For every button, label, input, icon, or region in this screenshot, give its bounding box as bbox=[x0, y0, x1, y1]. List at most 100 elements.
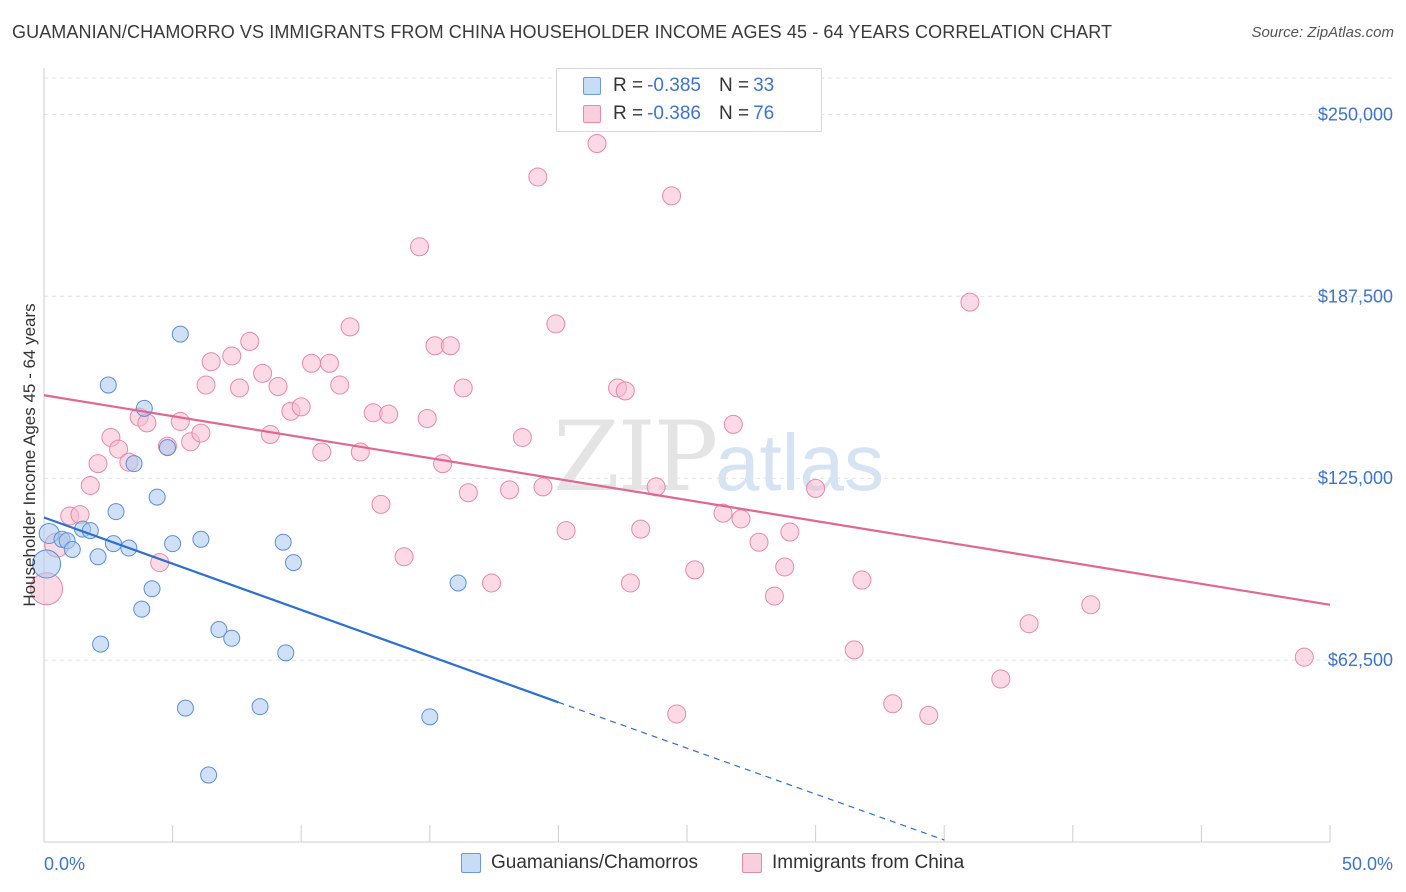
legend-n-label: N = bbox=[718, 75, 750, 96]
guamanian-point bbox=[148, 488, 166, 506]
china-point bbox=[533, 477, 553, 497]
china-point bbox=[253, 363, 273, 383]
china-point bbox=[749, 532, 769, 552]
china-point bbox=[109, 439, 129, 459]
legend-swatch-blue bbox=[583, 77, 601, 95]
china-point bbox=[440, 336, 460, 356]
guamanian-point bbox=[223, 629, 241, 647]
guamanian-point bbox=[200, 766, 218, 784]
guamanian-point bbox=[164, 535, 182, 553]
china-point bbox=[88, 454, 108, 474]
china-point bbox=[713, 503, 733, 523]
china-point bbox=[685, 560, 705, 580]
x-tick-label: 50.0% bbox=[1342, 854, 1393, 874]
china-point bbox=[615, 381, 635, 401]
china-point bbox=[330, 375, 350, 395]
guamanian-point bbox=[176, 699, 194, 717]
guamanian-point bbox=[63, 540, 81, 558]
source-label: Source: ZipAtlas.com bbox=[1251, 24, 1394, 41]
china-point bbox=[620, 573, 640, 593]
guamanian-point bbox=[158, 439, 176, 457]
china-point bbox=[80, 475, 100, 495]
guamanian-point bbox=[92, 635, 110, 653]
legend-swatch-pink bbox=[583, 105, 601, 123]
guamanian-point bbox=[277, 644, 295, 662]
china-point bbox=[587, 133, 607, 153]
guamanian-point bbox=[104, 535, 122, 553]
china-point bbox=[919, 705, 939, 725]
guamanian-point bbox=[89, 548, 107, 566]
china-point bbox=[512, 427, 532, 447]
china-point bbox=[852, 570, 872, 590]
china-point bbox=[137, 413, 157, 433]
china-trend-line bbox=[43, 394, 1331, 606]
legend: R = -0.385 N = 33 R = -0.386 N = 76 bbox=[556, 68, 822, 132]
china-point bbox=[500, 480, 520, 500]
gridlines bbox=[44, 77, 1395, 661]
guamanians-chamorros-points bbox=[32, 325, 467, 784]
bottom-legend-label-china: Immigrants from China bbox=[772, 852, 965, 873]
tick-labels: $62,500 $125,000 $187,500 $250,000 0.0% 50.0% bbox=[44, 104, 1393, 874]
guamanian-point bbox=[210, 621, 228, 639]
china-point bbox=[222, 346, 242, 366]
legend-r-label: R = bbox=[613, 103, 644, 124]
chart-title: GUAMANIAN/CHAMORRO VS IMMIGRANTS FROM CH… bbox=[12, 22, 1113, 42]
china-point bbox=[433, 454, 453, 474]
guamanian-trend-extension bbox=[558, 701, 945, 841]
guamanian-point bbox=[171, 325, 189, 343]
watermark-zip: ZIP bbox=[553, 401, 716, 513]
china-point bbox=[1081, 595, 1101, 615]
legend-n-value: 76 bbox=[753, 103, 775, 124]
legend-r-value: -0.386 bbox=[647, 103, 701, 124]
china-point bbox=[844, 640, 864, 660]
bottom-legend-swatch-blue bbox=[461, 853, 481, 873]
guamanian-point bbox=[125, 455, 143, 473]
china-point bbox=[379, 404, 399, 424]
y-tick-label: $250,000 bbox=[1318, 104, 1393, 124]
guamanian-point bbox=[107, 503, 125, 521]
trend-lines bbox=[43, 394, 1331, 841]
y-tick-label: $125,000 bbox=[1318, 468, 1393, 488]
legend-n-value: 33 bbox=[753, 75, 775, 96]
guamanian-point bbox=[449, 574, 467, 592]
china-point bbox=[780, 522, 800, 542]
china-point bbox=[556, 521, 576, 541]
china-point bbox=[458, 483, 478, 503]
china-point bbox=[240, 331, 260, 351]
china-point bbox=[631, 519, 651, 539]
china-point bbox=[775, 557, 795, 577]
bottom-legend-swatch-pink bbox=[742, 853, 762, 873]
china-point bbox=[319, 353, 339, 373]
china-point bbox=[260, 425, 280, 445]
china-point bbox=[667, 704, 687, 724]
china-point bbox=[410, 237, 430, 257]
china-point bbox=[301, 353, 321, 373]
china-point bbox=[201, 352, 221, 372]
china-point bbox=[453, 378, 473, 398]
china-point bbox=[229, 378, 249, 398]
china-point bbox=[371, 494, 391, 514]
legend-row-china: R = -0.386 N = 76 bbox=[583, 101, 774, 127]
china-point bbox=[417, 409, 437, 429]
china-point bbox=[196, 375, 216, 395]
bottom-legend-label-guamanians: Guamanians/Chamorros bbox=[491, 852, 698, 873]
china-point bbox=[764, 586, 784, 606]
guamanian-point bbox=[421, 708, 439, 726]
guamanian-point bbox=[135, 399, 153, 417]
guamanian-point bbox=[274, 533, 292, 551]
china-point bbox=[546, 314, 566, 334]
bottom-legend-china: Immigrants from China bbox=[742, 852, 964, 874]
china-point bbox=[394, 547, 414, 567]
legend-r-value: -0.385 bbox=[647, 75, 701, 96]
guamanian-point bbox=[32, 549, 62, 579]
china-point bbox=[312, 442, 332, 462]
guamanian-point bbox=[251, 698, 269, 716]
china-point bbox=[340, 317, 360, 337]
guamanian-point bbox=[133, 600, 151, 618]
guamanian-point bbox=[192, 530, 210, 548]
china-point bbox=[960, 292, 980, 312]
china-point bbox=[662, 186, 682, 206]
y-tick-label: $62,500 bbox=[1328, 650, 1393, 670]
guamanian-point bbox=[284, 554, 302, 572]
